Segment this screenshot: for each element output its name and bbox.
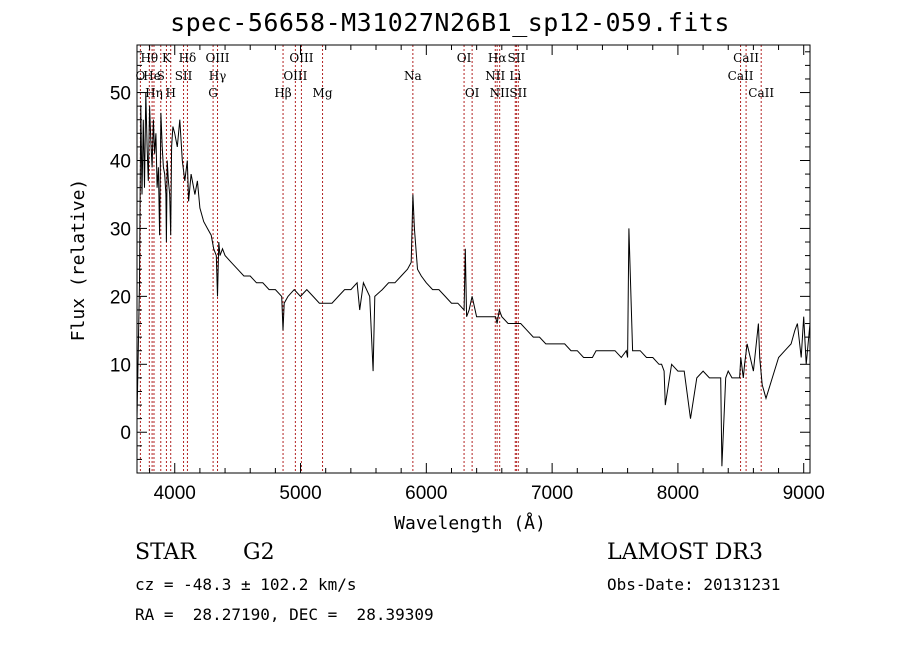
line-marker-label: OIII <box>289 51 313 65</box>
line-marker-label: Hθ <box>140 51 158 65</box>
plot-frame <box>136 44 811 474</box>
line-marker-label: OI <box>457 51 472 65</box>
line-marker-label: Hγ <box>209 69 227 83</box>
y-tick-label: 40 <box>110 151 131 172</box>
line-marker-label: OIII <box>205 51 229 65</box>
y-tick-label: 50 <box>110 84 131 105</box>
y-tick-label: 10 <box>110 355 131 376</box>
line-marker-labels: Hθ OHe Hη K HS Hδ SII OIII Hγ G Hβ OIII OIII Mg Na OI OI… <box>135 51 774 100</box>
observation-date: Obs-Date: 20131231 <box>607 575 781 594</box>
line-marker-label: CaII <box>728 69 754 83</box>
line-marker-label: He <box>143 69 161 83</box>
object-subclass: G2 <box>243 540 275 565</box>
line-marker-label: Na <box>404 69 422 83</box>
survey-name: LAMOST DR3 <box>607 540 763 565</box>
x-axis-ticks: 4000 5000 6000 7000 8000 9000 <box>149 45 825 504</box>
coordinates-readout: RA = 28.27190, DEC = 28.39309 <box>135 605 434 624</box>
line-marker-label: Hα <box>488 51 507 65</box>
line-marker-label: Hβ <box>274 86 291 100</box>
line-marker-label: O <box>135 69 145 83</box>
y-axis-label: Flux (relative) <box>68 179 89 342</box>
x-axis-label: Wavelength (Å) <box>394 512 546 534</box>
line-marker-label: OIII <box>283 69 307 83</box>
y-tick-label: 30 <box>110 219 131 240</box>
line-marker-label: CaII <box>748 86 774 100</box>
line-marker-label: SII <box>175 69 193 83</box>
line-marker-label: SII <box>508 51 526 65</box>
line-marker-label: NII <box>490 86 510 100</box>
line-marker-label: NII <box>485 69 505 83</box>
y-axis-ticks: 0 10 20 30 40 50 <box>110 51 810 460</box>
line-marker-label: G <box>208 86 218 100</box>
line-marker-label: H <box>165 86 175 100</box>
x-tick-label: 8000 <box>657 483 699 504</box>
line-marker-label: S <box>157 69 165 83</box>
line-marker-label: OI <box>465 86 480 100</box>
spectrum-line <box>136 92 811 467</box>
line-markers <box>139 45 762 473</box>
line-marker-label: K <box>162 51 172 65</box>
x-tick-label: 9000 <box>783 483 825 504</box>
line-marker-label: SII <box>509 86 527 100</box>
x-tick-label: 5000 <box>279 483 321 504</box>
x-tick-label: 7000 <box>531 483 573 504</box>
object-class: STAR <box>135 540 196 565</box>
x-tick-label: 4000 <box>154 483 196 504</box>
line-marker-label: Li <box>509 69 521 83</box>
y-tick-label: 20 <box>110 287 131 308</box>
y-tick-label: 0 <box>120 423 131 444</box>
line-marker-label: CaII <box>733 51 759 65</box>
chart-title: spec-56658-M31027N26B1_sp12-059.fits <box>170 8 730 37</box>
line-marker-label: Hδ <box>179 51 197 65</box>
line-marker-label: Mg <box>313 86 333 100</box>
x-tick-label: 6000 <box>405 483 447 504</box>
line-marker-label: Hη <box>145 86 163 100</box>
velocity-readout: cz = -48.3 ± 102.2 km/s <box>135 575 357 594</box>
